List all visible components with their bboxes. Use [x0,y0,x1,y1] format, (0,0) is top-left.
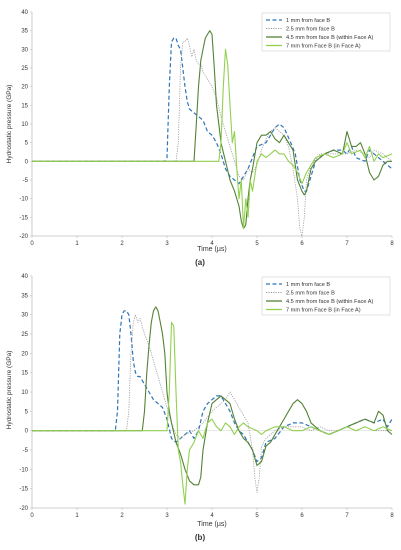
legend-box [261,12,391,52]
series-line-1 [32,310,393,463]
series-line-3 [32,30,392,230]
x-tick-label: 2 [120,513,124,519]
x-tick-label: 3 [165,513,169,519]
y-tick-label: 30 [21,313,28,319]
y-tick-label: 35 [21,293,28,299]
y-tick-label: 25 [21,66,28,72]
x-tick-label: 4 [210,241,214,247]
y-tick-label: -10 [19,467,28,473]
y-tick-label: -15 [19,487,28,493]
x-tick-label: 2 [120,241,124,247]
series-line-2 [32,37,393,237]
panel-label-b: (b) [195,533,206,542]
chart-panel-a: -20 -15 -10 -5 0 5 10 15 20 25 30 35 40 0 1 2 3 4 5 6 7 8 Hyd… [6,10,394,267]
x-tick-label: 0 [30,241,34,247]
y-tick-label: 0 [25,429,29,435]
y-tick-label: 35 [21,29,28,35]
y-tick-label: 25 [21,332,28,338]
y-tick-label: 10 [21,122,28,128]
y-tick-label: 15 [21,103,28,109]
legend-entry-label: 1 mm from face B [286,18,330,24]
y-tick-label: 40 [21,10,28,16]
x-tick-label: 0 [30,513,34,519]
x-tick-label: 4 [210,513,214,519]
legend-entry-label: 4.5 mm from face B (within Face A) [286,299,373,305]
y-axis-label-b: Hydrostatic pressure (GPa) [6,351,13,430]
x-tick-label: 8 [390,513,394,519]
legend-box [261,276,391,316]
series-line-2 [32,314,392,493]
x-tick-label: 7 [345,513,349,519]
y-tick-label: 30 [21,47,28,53]
y-tick-label: -5 [23,448,29,454]
y-tick-label: 15 [21,371,28,377]
series-group-a [32,30,393,237]
y-tick-label: 10 [21,390,28,396]
x-tick-label: 6 [300,513,304,519]
x-tick-label: 6 [300,241,304,247]
y-tick-label: 20 [21,351,28,357]
y-tick-label: 0 [25,159,29,165]
x-tick-label: 5 [255,241,259,247]
series-line-1 [32,37,393,192]
y-tick-label: 40 [21,274,28,280]
x-axis-label-b: Time (µs) [197,521,226,528]
legend-entry-label: 7 mm from Face B (in Face A) [286,44,361,50]
x-tick-label: 3 [165,241,169,247]
y-tick-label: 5 [25,409,29,415]
legend-b: 1 mm from face B 2.5 mm from face B 4.5 mm… [261,276,391,316]
series-line-4 [32,48,393,230]
axes-b: -20 -15 -10 -5 0 5 10 15 20 25 30 35 40 0 1 2 3 4 5 6 7 8 [19,274,394,519]
legend-entry-label: 1 mm from face B [286,282,330,288]
series-line-3 [32,306,393,486]
legend-entry-label: 2.5 mm from face B [286,27,335,33]
series-line-4 [32,321,393,505]
x-tick-label: 1 [75,241,79,247]
y-tick-label: -20 [19,234,28,240]
series-group-b [32,306,393,505]
legend-entry-label: 2.5 mm from face B [286,291,335,297]
y-tick-label: -5 [23,178,29,184]
y-tick-label: -20 [19,506,28,512]
y-tick-label: -15 [19,215,28,221]
legend-entry-label: 7 mm from Face B (in Face A) [286,308,361,314]
y-axis-label-a: Hydrostatic pressure (GPa) [6,85,13,164]
legend-a: 1 mm from face B 2.5 mm from face B 4.5 mm… [261,12,391,52]
x-tick-label: 8 [390,241,394,247]
x-tick-label: 7 [345,241,349,247]
panel-label-a: (a) [195,258,205,267]
y-tick-label: 20 [21,85,28,91]
legend-entry-label: 4.5 mm from face B (within Face A) [286,35,373,41]
x-tick-label: 5 [255,513,259,519]
x-axis-label-a: Time (µs) [197,246,226,253]
y-tick-label: -10 [19,197,28,203]
y-tick-label: 5 [25,141,29,147]
chart-panel-b: -20 -15 -10 -5 0 5 10 15 20 25 30 35 40 0 1 2 3 4 5 6 7 8 Hyd… [6,274,394,542]
x-tick-label: 1 [75,513,79,519]
